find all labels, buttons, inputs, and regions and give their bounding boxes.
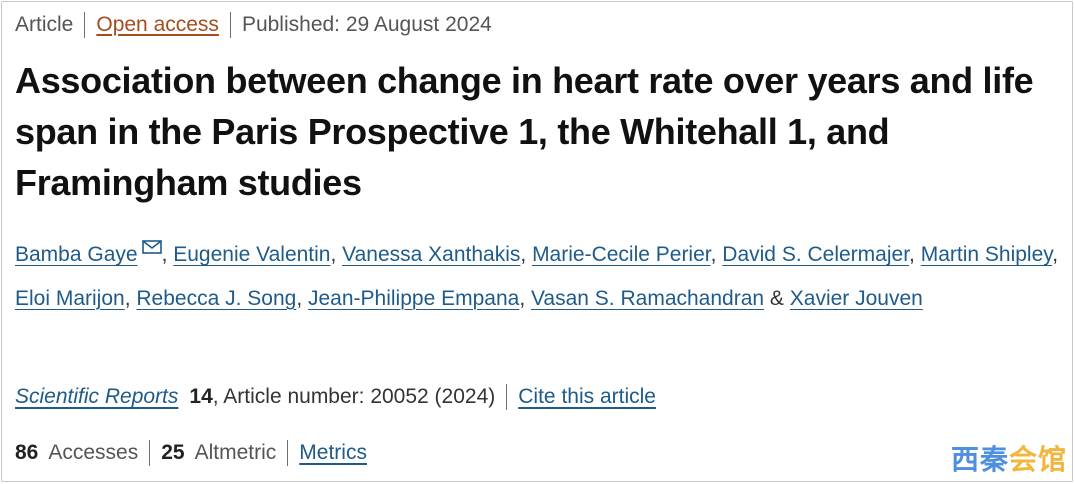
divider	[84, 12, 86, 38]
author-separator: ,	[520, 243, 533, 266]
mail-icon[interactable]	[141, 226, 162, 254]
author-link[interactable]: Rebecca J. Song	[136, 286, 297, 310]
author-link[interactable]: Eloi Marijon	[15, 286, 125, 310]
metrics-link[interactable]: Metrics	[299, 441, 367, 464]
author-separator: ,	[296, 286, 308, 310]
watermark-logo: 西秦会馆	[951, 438, 1067, 478]
author-link[interactable]: Marie-Cecile Perier	[532, 243, 711, 266]
author-link[interactable]: Martin Shipley	[920, 243, 1053, 266]
author-list: Bamba Gaye, Eugenie Valentin, Vanessa Xa…	[15, 226, 1065, 320]
divider	[506, 384, 508, 410]
author-separator: ,	[161, 243, 174, 266]
article-metrics: 86 Accesses 25 Altmetric Metrics	[15, 440, 367, 466]
divider	[229, 12, 231, 38]
author-separator: ,	[909, 243, 921, 266]
article-title: Association between change in heart rate…	[15, 60, 1034, 203]
citation: Scientific Reports 14 , Article number: …	[15, 384, 656, 410]
accesses-count: 86	[15, 441, 39, 464]
published-date: Published: 29 August 2024	[241, 13, 492, 36]
author-last-separator: &	[764, 286, 790, 310]
author-link[interactable]: Eugenie Valentin	[173, 243, 331, 266]
cite-article-link[interactable]: Cite this article	[518, 385, 656, 408]
author-link[interactable]: Jean-Philippe Empana	[308, 286, 520, 310]
author-separator: ,	[124, 286, 137, 310]
article-type: Article	[15, 13, 74, 36]
accesses-label: Accesses	[48, 441, 139, 464]
author-separator: ,	[519, 286, 531, 310]
journal-link[interactable]: Scientific Reports	[15, 385, 179, 408]
divider	[149, 440, 151, 466]
altmetric-count: 25	[161, 441, 185, 464]
open-access-link[interactable]: Open access	[96, 13, 219, 36]
author-separator: ,	[710, 243, 723, 266]
author-link[interactable]: Vasan S. Ramachandran	[530, 286, 765, 310]
watermark-text: 会馆	[1008, 443, 1067, 476]
article-meta: Article Open access Published: 29 August…	[15, 12, 492, 38]
author-link[interactable]: Vanessa Xanthakis	[342, 243, 521, 266]
author-link[interactable]: Bamba Gaye	[15, 243, 138, 266]
watermark-text: 西秦	[950, 443, 1009, 476]
author-link[interactable]: David S. Celermajer	[722, 243, 910, 266]
author-link[interactable]: Xavier Jouven	[789, 286, 923, 310]
article-number: , Article number: 20052 (2024)	[212, 385, 496, 408]
journal-volume: 14	[189, 385, 213, 408]
author-separator: ,	[330, 243, 343, 266]
altmetric-label: Altmetric	[194, 441, 277, 464]
author-separator: ,	[1052, 243, 1059, 266]
divider	[287, 440, 289, 466]
